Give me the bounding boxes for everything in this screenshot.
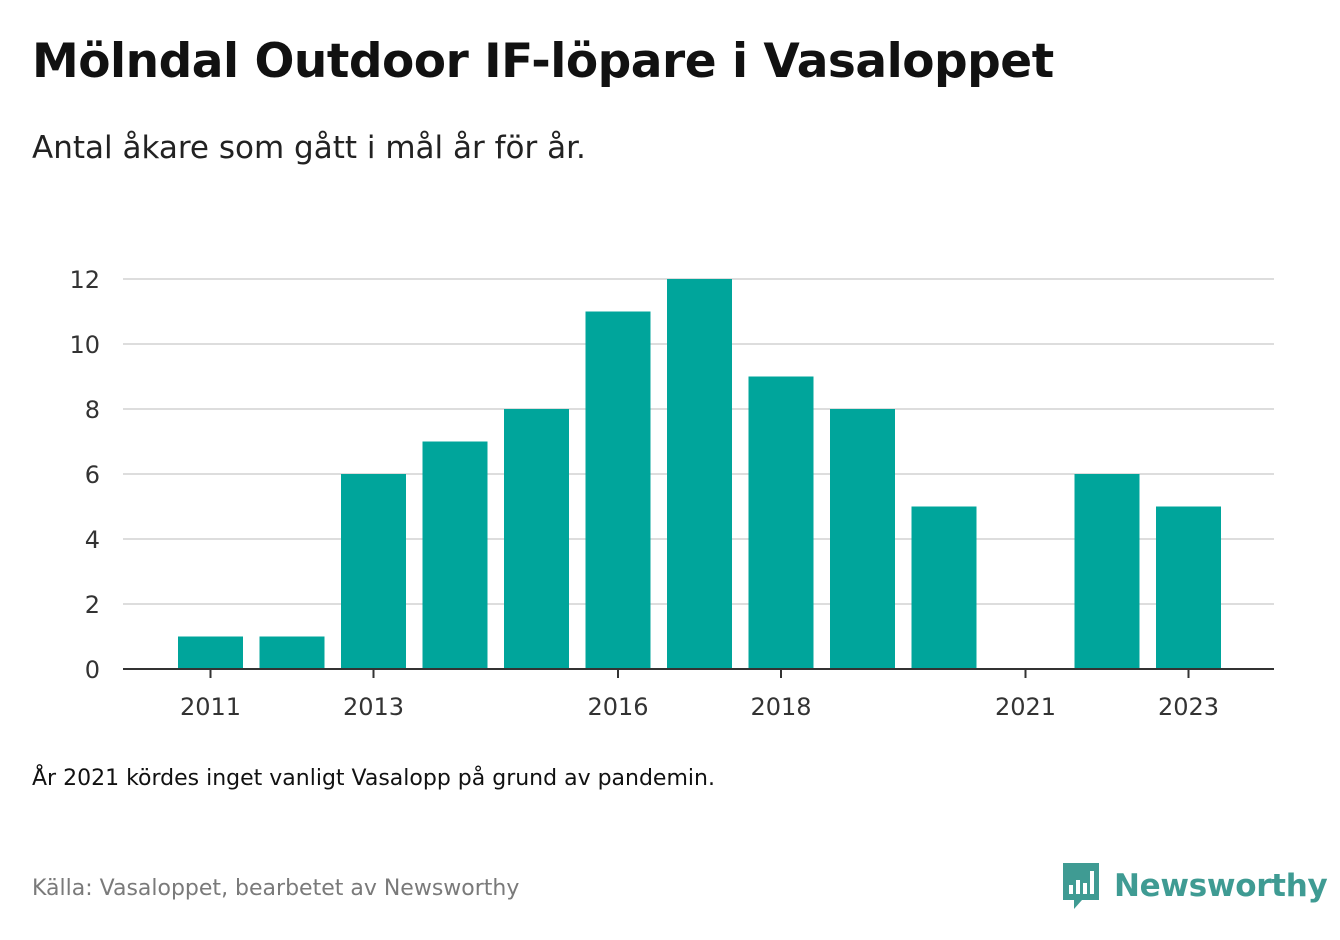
x-tick-label: 2013 <box>343 693 404 721</box>
newsworthy-logo-icon <box>1063 863 1099 909</box>
newsworthy-brand[interactable]: Newsworthy <box>1060 860 1328 912</box>
bar-2016 <box>585 311 651 669</box>
x-tick-label: 2018 <box>750 693 811 721</box>
footnote: År 2021 kördes inget vanligt Vasalopp på… <box>32 766 715 791</box>
bar-2014 <box>422 441 488 669</box>
bars <box>178 279 1221 669</box>
bar-2023 <box>1156 506 1221 669</box>
x-tick-label: 2016 <box>587 693 648 721</box>
y-tick-label: 2 <box>85 591 100 619</box>
x-axis-labels: 2011 2013 2016 2018 2021 2023 <box>180 693 1219 721</box>
y-tick-label: 4 <box>85 526 100 554</box>
x-tick-label: 2011 <box>180 693 241 721</box>
bar-2012 <box>259 636 325 669</box>
bar-2011 <box>178 636 243 669</box>
bar-2015 <box>504 409 569 669</box>
chart-title: Mölndal Outdoor IF-löpare i Vasaloppet <box>32 34 1054 89</box>
source-credit: Källa: Vasaloppet, bearbetet av Newswort… <box>32 876 520 901</box>
y-tick-label: 8 <box>85 396 100 424</box>
bar-2022 <box>1074 474 1140 669</box>
y-tick-label: 6 <box>85 461 100 489</box>
y-tick-label: 12 <box>69 266 100 294</box>
bar-2019 <box>830 409 895 669</box>
brand-name: Newsworthy <box>1114 868 1328 904</box>
y-tick-label: 0 <box>85 656 100 684</box>
bar-2018 <box>748 376 814 669</box>
bar-2017 <box>667 279 732 669</box>
chart-subtitle: Antal åkare som gått i mål år för år. <box>32 130 586 166</box>
x-axis <box>123 668 1274 678</box>
x-tick-label: 2023 <box>1158 693 1219 721</box>
bar-2020 <box>911 506 977 669</box>
y-axis-labels: 0 2 4 6 8 10 12 <box>69 266 100 684</box>
x-tick-label: 2021 <box>995 693 1056 721</box>
bar-chart: 0 2 4 6 8 10 12 2011 2013 2016 2018 2021 2023 <box>69 266 1274 721</box>
y-tick-label: 10 <box>69 331 100 359</box>
bar-2013 <box>341 474 406 669</box>
